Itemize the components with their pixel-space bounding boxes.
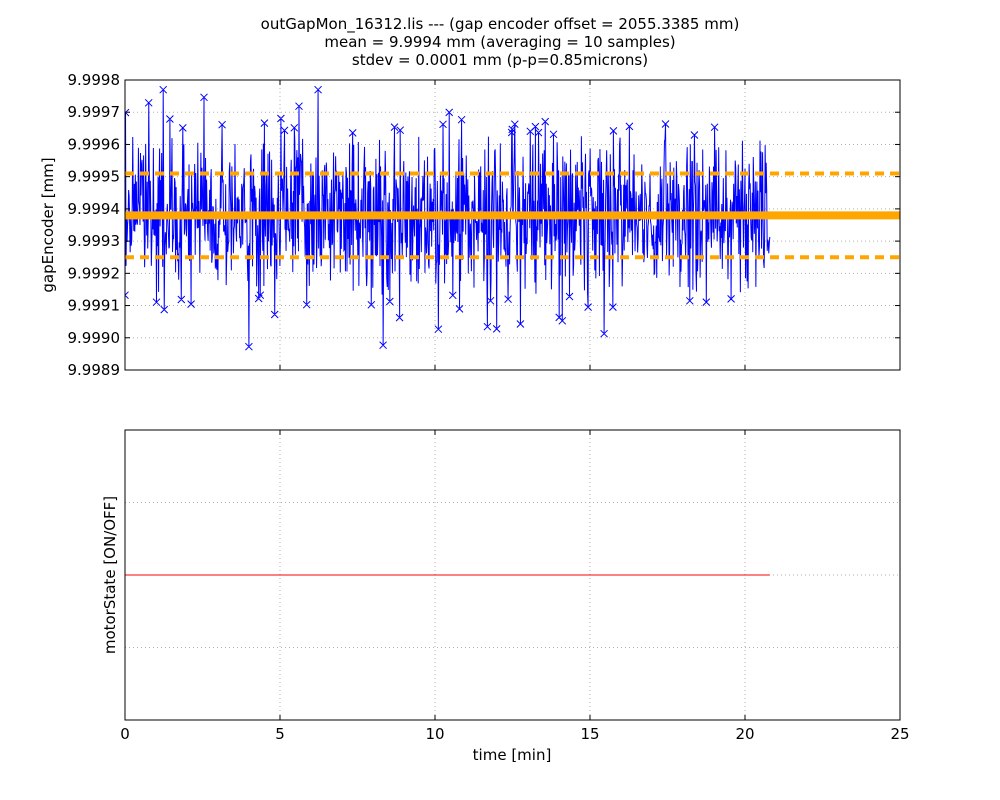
x-tick-label: 0 [120,725,130,743]
x-tick-label: 10 [425,725,444,743]
top-y-tick-label: 9.9994 [68,200,121,218]
x-tick-label: 5 [275,725,285,743]
x-tick-label: 25 [890,725,909,743]
x-tick-label: 15 [580,725,599,743]
top-y-tick-label: 9.9995 [68,168,121,186]
top-y-tick-label: 9.9998 [68,71,121,89]
chart-title-line-3: stdev = 0.0001 mm (p-p=0.85microns) [352,51,648,69]
top-y-tick-label: 9.9992 [68,264,121,282]
chart-title-line-2: mean = 9.9994 mm (averaging = 10 samples… [324,33,675,51]
top-axes-frame [124,79,901,371]
gap-encoder-panel: 9.9989 9.9990 9.9991 9.9992 9.9993 9.9994 9.99… [39,71,901,379]
top-x-ticks [124,80,901,370]
top-y-ticks: 9.9989 9.9990 9.9991 9.9992 9.9993 9.9994 9.99… [68,71,900,379]
top-y-axis-label: gapEncoder [mm] [39,157,57,292]
top-y-tick-label: 9.9991 [68,297,121,315]
x-axis-label: time [min] [473,746,552,764]
x-tick-label: 20 [735,725,754,743]
mean-stdev-lines [125,171,900,260]
gap-encoder-markers [125,85,735,351]
top-y-tick-label: 9.9996 [68,135,121,153]
bottom-y-axis-label: motorState [ON/OFF] [101,496,119,654]
top-y-tick-label: 9.9993 [68,232,121,250]
top-y-tick-label: 9.9989 [68,361,121,379]
top-y-tick-label: 9.9997 [68,103,121,121]
bottom-x-ticks: 0 5 10 15 20 25 [120,430,910,743]
chart-title-line-1: outGapMon_16312.lis --- (gap encoder off… [261,15,740,34]
bottom-axes-frame [124,429,901,721]
top-y-tick-label: 9.9990 [68,329,121,347]
motor-state-panel: 0 5 10 15 20 25 time [min] motorState [ON/OFF… [101,429,910,764]
